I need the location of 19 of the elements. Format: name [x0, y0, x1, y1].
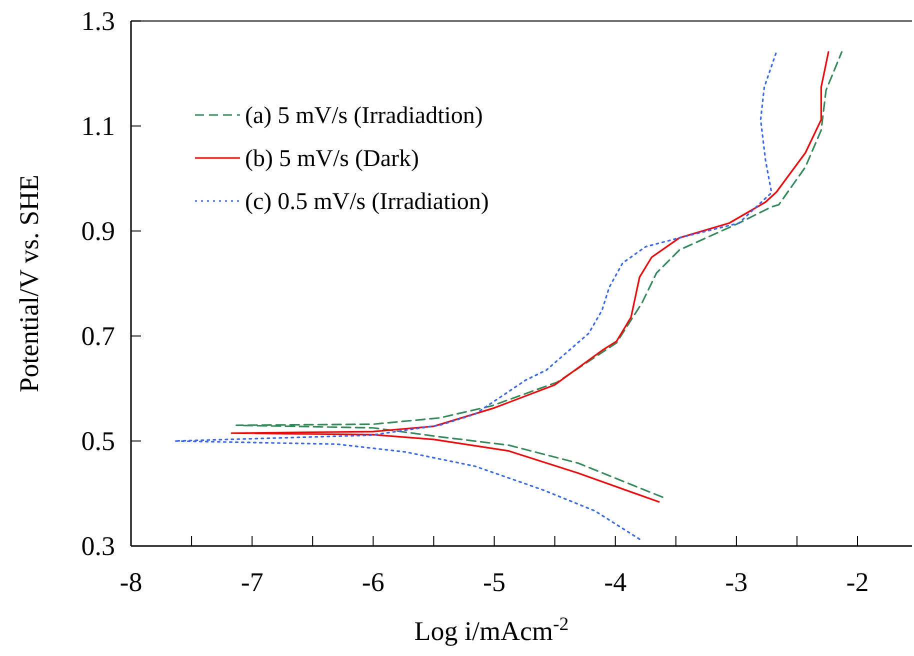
legend-label: (c) 0.5 mV/s (Irradiation)	[245, 189, 489, 215]
x-tick-label: -8	[120, 567, 142, 597]
x-axis-title: Log i/mAcm$^{-2}$	[414, 614, 569, 646]
x-tick-label: -7	[240, 567, 264, 597]
y-tick-label: 0.9	[81, 216, 115, 246]
x-tick-label: -3	[725, 567, 748, 597]
x-tick-label: -2	[846, 567, 869, 597]
y-tick-label: 1.3	[81, 6, 115, 36]
y-tick-label: 0.3	[81, 531, 115, 561]
line-series	[174, 51, 778, 540]
legend-label: (a) 5 mV/s (Irradiadtion)	[245, 103, 483, 129]
y-tick-label: 0.5	[81, 426, 115, 456]
x-tick-label: -4	[604, 567, 628, 597]
legend-label: (b) 5 mV/s (Dark)	[245, 146, 419, 172]
x-tick-label: -6	[362, 567, 384, 597]
y-axis-title: Potential/V vs. SHE	[14, 174, 44, 392]
x-tick-label: -5	[483, 567, 506, 597]
y-tick-label: 0.7	[81, 321, 115, 351]
y-tick-label: 1.1	[81, 111, 115, 141]
